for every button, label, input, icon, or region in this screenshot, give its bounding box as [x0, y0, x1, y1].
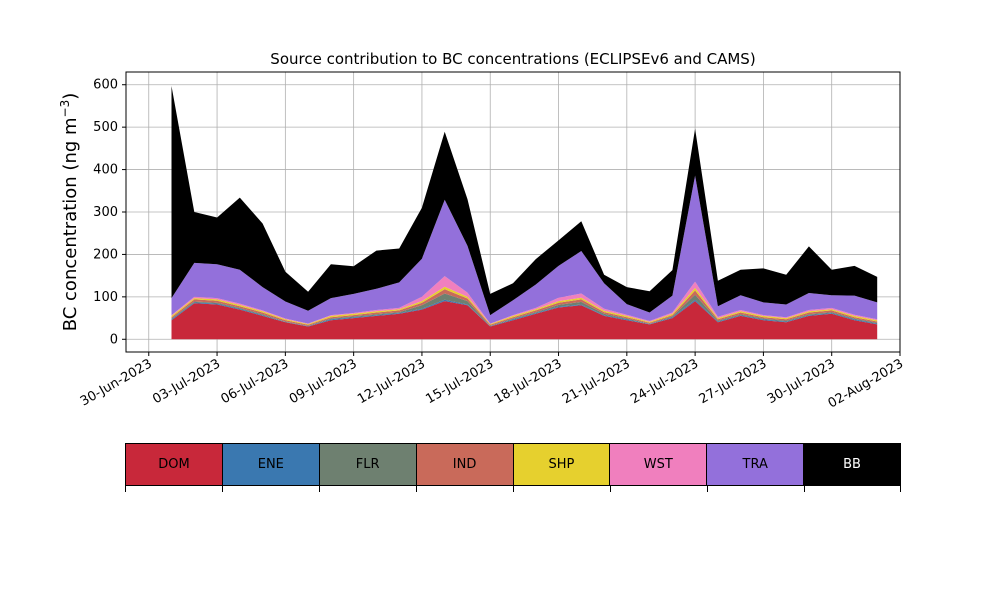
y-tick-label: 600: [93, 78, 118, 93]
area-shp: [171, 286, 878, 325]
legend-tick: [319, 486, 320, 492]
x-tick-label: 09-Jul-2023: [287, 356, 360, 407]
x-tick-label: 30-Jun-2023: [78, 356, 155, 409]
stacked-area-chart: Source contribution to BC concentrations…: [58, 50, 906, 412]
legend-tick: [900, 486, 901, 492]
y-tick-label: 400: [93, 163, 118, 178]
legend-tick: [416, 486, 417, 492]
chart-title: Source contribution to BC concentrations…: [270, 50, 755, 68]
legend-item-dom: DOM: [126, 444, 223, 485]
legend-item-ene: ENE: [222, 444, 320, 485]
y-tick-label: 0: [110, 332, 118, 347]
x-tick-label: 06-Jul-2023: [219, 356, 292, 407]
legend-item-bb: BB: [804, 444, 900, 485]
x-tick-label: 12-Jul-2023: [355, 356, 428, 407]
area-tra: [171, 175, 878, 324]
y-axis-label: BC concentration (ng m−3): [58, 93, 81, 332]
area-bb: [171, 86, 878, 316]
y-tick-label: 100: [93, 290, 118, 305]
legend-ticks: [125, 486, 901, 492]
x-axis: 30-Jun-202303-Jul-202306-Jul-202309-Jul-…: [78, 352, 906, 412]
x-tick-label: 15-Jul-2023: [423, 356, 496, 407]
legend-colorbar: DOM ENE FLR IND SHP WST TRA BB: [125, 443, 901, 486]
legend-tick: [707, 486, 708, 492]
area-dom: [171, 301, 878, 340]
y-tick-label: 200: [93, 247, 118, 262]
x-tick-label: 24-Jul-2023: [628, 356, 701, 407]
y-tick-label: 500: [93, 120, 118, 135]
x-tick-label: 03-Jul-2023: [150, 356, 223, 407]
x-tick-label: 21-Jul-2023: [560, 356, 633, 407]
legend-item-shp: SHP: [513, 444, 611, 485]
x-tick-label: 18-Jul-2023: [492, 356, 565, 407]
legend-tick: [513, 486, 514, 492]
legend-tick: [804, 486, 805, 492]
y-tick-label: 300: [93, 205, 118, 220]
area-flr: [171, 293, 878, 327]
x-tick-label: 27-Jul-2023: [697, 356, 770, 407]
area-ind: [171, 289, 878, 326]
legend-item-flr: FLR: [319, 444, 417, 485]
legend-item-wst: WST: [610, 444, 708, 485]
legend-tick: [222, 486, 223, 492]
stacked-areas: [171, 86, 878, 340]
legend-item-tra: TRA: [707, 444, 805, 485]
x-tick-label: 02-Aug-2023: [826, 356, 906, 411]
legend-item-ind: IND: [416, 444, 514, 485]
legend-tick: [125, 486, 126, 492]
legend-tick: [610, 486, 611, 492]
y-axis: 0 100 200 300 400 500 600: [93, 78, 126, 347]
